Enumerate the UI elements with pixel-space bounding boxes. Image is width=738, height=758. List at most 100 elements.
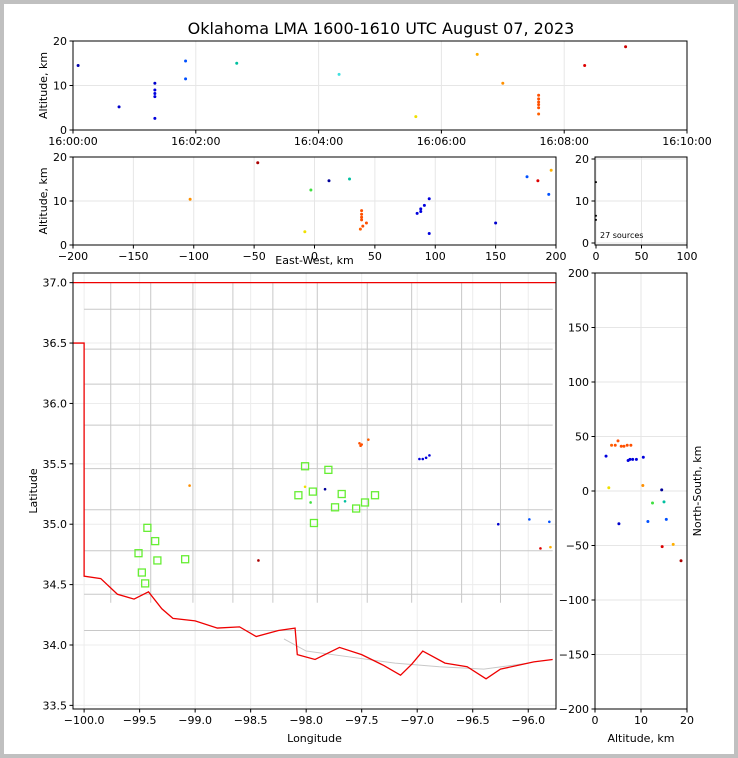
ew-ytick-label: 0 bbox=[60, 239, 67, 252]
ns-point bbox=[631, 457, 635, 461]
plot-layer: 0 10 20 16:00:00 16:02:00 16:04:00 16:06:00 16:… bbox=[27, 35, 712, 745]
ns-ytick-label: 200 bbox=[568, 267, 589, 280]
time-height-xtick-label: 16:04:00 bbox=[294, 135, 343, 148]
lma-station-marker bbox=[141, 579, 150, 588]
lma-station-marker bbox=[180, 555, 190, 564]
ew-point bbox=[309, 188, 313, 192]
lma-station-marker bbox=[137, 568, 146, 577]
ns-xlabel: Altitude, km bbox=[607, 732, 674, 745]
time-height-point bbox=[184, 59, 188, 63]
plan-view-ytick-label: 35.5 bbox=[43, 458, 68, 471]
lma-station-marker bbox=[337, 489, 346, 499]
ns-xtick-label: 10 bbox=[634, 714, 648, 727]
time-height-point bbox=[337, 72, 341, 76]
time-height-xtick-label: 16:08:00 bbox=[539, 135, 588, 148]
ew-point bbox=[547, 192, 551, 196]
ew-point bbox=[327, 179, 331, 183]
time-height-xtick-label: 16:10:00 bbox=[662, 135, 711, 148]
time-height-point bbox=[153, 95, 157, 99]
source-ytick-label: 10 bbox=[575, 195, 589, 208]
ew-xtick-label: −200 bbox=[58, 250, 88, 263]
plan-view-ylabel: Latitude bbox=[27, 468, 40, 514]
time-height-point bbox=[153, 88, 157, 92]
ns-point bbox=[664, 517, 668, 521]
lma-figure: Oklahoma LMA 1600-1610 UTC August 07, 20… bbox=[27, 19, 712, 745]
lma-station-marker bbox=[360, 498, 370, 507]
time-height-point bbox=[537, 103, 541, 107]
ns-point bbox=[651, 501, 654, 505]
ns-frame bbox=[594, 272, 688, 710]
ew-point bbox=[364, 221, 368, 225]
time-height-point bbox=[537, 100, 541, 104]
ew-point bbox=[549, 168, 553, 172]
ns-point bbox=[646, 520, 650, 524]
lma-station-marker bbox=[153, 556, 162, 565]
plan-view-source-point bbox=[309, 501, 312, 504]
lma-station-marker bbox=[324, 465, 333, 475]
time-height-ylabel: Altitude, km bbox=[37, 52, 50, 119]
ew-point bbox=[419, 207, 423, 211]
time-height-point bbox=[537, 93, 541, 97]
plan-view-xtick-label: −98.5 bbox=[234, 714, 268, 727]
plan-view-source-point bbox=[418, 457, 421, 461]
time-height-point bbox=[153, 116, 157, 120]
ns-point bbox=[629, 443, 633, 447]
plan-view-xtick-label: −99.5 bbox=[123, 714, 157, 727]
ns-ytick-label: 150 bbox=[568, 322, 589, 335]
time-height-point bbox=[184, 77, 188, 81]
lma-station-marker bbox=[151, 536, 160, 546]
plan-view-ytick-label: 35.0 bbox=[43, 518, 68, 531]
time-height-point bbox=[537, 112, 541, 116]
ew-xtick-label: 200 bbox=[546, 250, 567, 263]
plan-view-xtick-label: −96.5 bbox=[456, 714, 490, 727]
state-boundary bbox=[73, 342, 553, 680]
time-height-ytick-label: 20 bbox=[53, 35, 67, 48]
ew-xtick-label: 100 bbox=[425, 250, 446, 263]
plan-view-ytick-label: 36.5 bbox=[43, 337, 68, 350]
ew-frame bbox=[72, 156, 557, 246]
plan-view-xtick-label: −100.0 bbox=[64, 714, 105, 727]
ns-point bbox=[616, 439, 620, 443]
time-height-point bbox=[235, 61, 239, 65]
ns-ylabel: North-South, km bbox=[691, 446, 704, 537]
time-height-point bbox=[583, 63, 587, 67]
ew-point bbox=[427, 232, 431, 236]
time-height-point bbox=[414, 115, 418, 119]
plan-view-ytick-label: 34.0 bbox=[43, 639, 68, 652]
time-height-point bbox=[624, 45, 628, 49]
ew-point bbox=[419, 210, 423, 214]
ew-point bbox=[256, 161, 260, 165]
lma-station-marker bbox=[309, 518, 319, 528]
lma-station-marker bbox=[351, 504, 361, 513]
plan-view-xtick-label: −96.0 bbox=[511, 714, 545, 727]
time-height-point bbox=[76, 63, 80, 67]
ns-point bbox=[679, 559, 683, 563]
time-height-point bbox=[153, 81, 157, 85]
plan-view-source-point bbox=[358, 441, 361, 445]
time-height-point bbox=[537, 106, 541, 110]
plan-view-source-point bbox=[421, 457, 425, 461]
plan-view-source-point bbox=[360, 443, 363, 446]
ns-point bbox=[604, 454, 608, 458]
ns-xtick-label: 20 bbox=[680, 714, 694, 727]
ew-point bbox=[360, 209, 364, 213]
plan-view-map bbox=[73, 273, 556, 709]
time-height-ytick-label: 0 bbox=[60, 124, 67, 137]
ew-xtick-label: 0 bbox=[311, 250, 318, 263]
plan-view-source-point bbox=[257, 559, 260, 562]
time-height-point bbox=[475, 52, 479, 56]
time-height-point bbox=[537, 97, 541, 101]
plan-view-ytick-label: 37.0 bbox=[43, 277, 68, 290]
lma-station-marker bbox=[330, 503, 340, 512]
plan-view-source-point bbox=[323, 487, 327, 491]
ew-point bbox=[188, 197, 192, 201]
ew-xtick-label: −50 bbox=[243, 250, 266, 263]
ns-point bbox=[610, 443, 614, 447]
source-xtick-label: 0 bbox=[593, 250, 600, 263]
ns-point bbox=[662, 500, 666, 504]
ns-ytick-label: 50 bbox=[575, 431, 589, 444]
ew-xtick-label: −100 bbox=[179, 250, 209, 263]
ew-xlabel: East-West, km bbox=[275, 254, 353, 267]
ns-ytick-label: 100 bbox=[568, 376, 589, 389]
plan-view-source-point bbox=[367, 438, 370, 441]
